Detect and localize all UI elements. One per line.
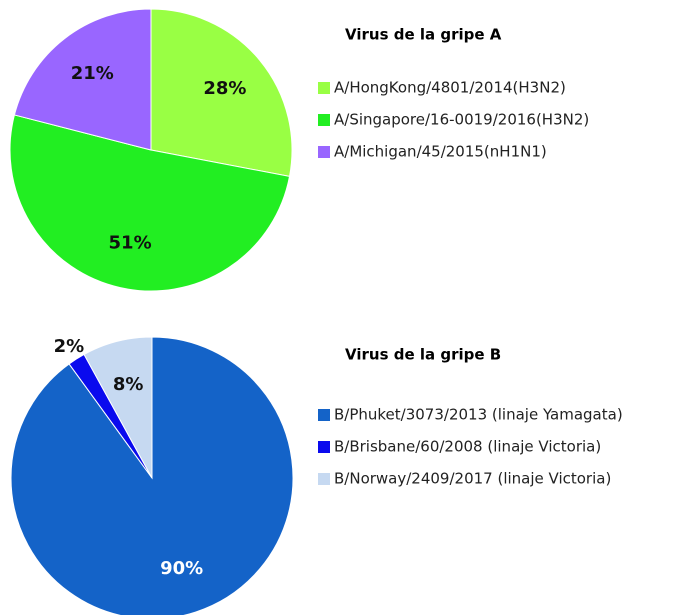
- slice-label: 90%: [160, 558, 203, 579]
- legend-title: Virus de la gripe B: [345, 346, 501, 364]
- pie-slice: [13, 8, 152, 151]
- pie-slice: [9, 114, 291, 292]
- slice-label: 21%: [71, 63, 114, 84]
- pie-slice: [83, 336, 153, 479]
- legend-swatch: [318, 146, 330, 158]
- legend-label: B/Norway/2409/2017 (linaje Victoria): [334, 470, 611, 488]
- legend-swatch: [318, 114, 330, 126]
- legend-label: A/Michigan/45/2015(nH1N1): [334, 143, 547, 161]
- pie-slice: [150, 8, 293, 178]
- legend-swatch: [318, 409, 330, 421]
- legend-label: B/Phuket/3073/2013 (linaje Yamagata): [334, 406, 623, 424]
- legend-label: B/Brisbane/60/2008 (linaje Victoria): [334, 438, 601, 456]
- slice-label: 28%: [203, 78, 246, 99]
- legend-swatch: [318, 473, 330, 485]
- slice-label: 2%: [54, 336, 85, 357]
- slice-label: 8%: [113, 374, 144, 395]
- legend-label: A/HongKong/4801/2014(H3N2): [334, 79, 566, 97]
- legend-swatch: [318, 441, 330, 453]
- legend-label: A/Singapore/16-0019/2016(H3N2): [334, 111, 589, 129]
- legend-swatch: [318, 82, 330, 94]
- slice-label: 51%: [109, 233, 152, 254]
- legend-title: Virus de la gripe A: [345, 26, 502, 44]
